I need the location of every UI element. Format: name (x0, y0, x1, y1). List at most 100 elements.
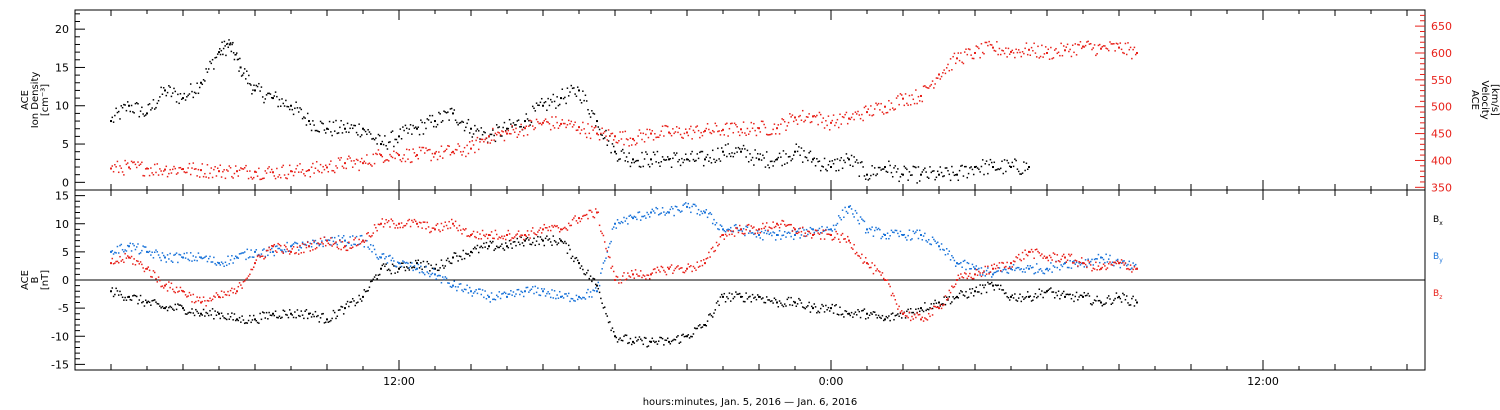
velocity-sample (529, 119, 531, 122)
bz-sample (723, 238, 726, 240)
bz-sample (305, 246, 308, 249)
velocity-sample (710, 132, 713, 135)
velocity-sample (252, 176, 255, 179)
by-sample (762, 238, 764, 241)
density-point (722, 150, 724, 153)
by-sample (870, 228, 872, 231)
by-point (344, 239, 346, 242)
bx-sample (983, 286, 985, 289)
bz-sample (774, 225, 777, 228)
bz-sample (243, 280, 246, 282)
by-sample (984, 275, 987, 277)
bx-point (956, 295, 958, 298)
density-sample (592, 112, 594, 115)
density-point (974, 166, 976, 169)
density-sample (789, 155, 791, 158)
by-sample (690, 211, 692, 214)
bx-sample (854, 311, 857, 313)
bz-sample (353, 238, 355, 241)
bx-sample (582, 268, 584, 271)
bz-sample (142, 267, 144, 269)
density-sample (215, 56, 218, 59)
bx-sample (1096, 295, 1098, 298)
bz-sample (269, 248, 272, 251)
bz-sample (1062, 253, 1065, 256)
bz-point (632, 273, 634, 276)
velocity-sample (543, 119, 546, 122)
bx-point (452, 256, 454, 259)
bz-sample (850, 247, 853, 249)
bx-sample (417, 259, 420, 262)
by-sample (427, 272, 430, 275)
density-sample (449, 108, 452, 110)
velocity-sample (400, 160, 403, 163)
bx-sample (844, 310, 846, 312)
by-sample (817, 229, 819, 232)
bx-sample (119, 290, 121, 293)
by-sample (659, 213, 661, 215)
density-sample (1015, 159, 1017, 162)
velocity-sample (403, 154, 405, 156)
bz-sample (168, 281, 170, 283)
bx-sample (828, 310, 831, 312)
by-sample (804, 235, 807, 238)
density-sample (513, 124, 516, 126)
velocity-sample (422, 146, 425, 149)
bz-sample (348, 241, 350, 244)
by-sample (204, 256, 206, 259)
bz-sample (119, 255, 121, 258)
density-sample (593, 113, 596, 115)
bz-sample (710, 247, 713, 250)
bz-sample (378, 223, 381, 226)
by-sample (834, 228, 836, 231)
bx-sample (954, 296, 957, 299)
by-sample (720, 225, 723, 228)
bz-sample (875, 270, 877, 272)
velocity-sample (576, 129, 579, 131)
bz-sample (1012, 260, 1015, 262)
velocity-sample (566, 124, 569, 126)
bx-sample (699, 324, 701, 326)
bz-point (866, 262, 868, 265)
bz-sample (813, 233, 816, 236)
by-sample (177, 261, 179, 264)
by-sample (224, 261, 227, 264)
velocity-sample (357, 159, 359, 162)
by-sample (796, 230, 799, 233)
by-sample (1020, 268, 1023, 270)
bz-sample (906, 315, 908, 317)
by-sample (718, 228, 720, 231)
density-sample (519, 126, 521, 128)
velocity-sample (598, 139, 601, 141)
velocity-sample (854, 111, 857, 113)
bz-sample (1113, 261, 1115, 264)
velocity-sample (954, 62, 957, 65)
velocity-point (1082, 45, 1084, 48)
bz-sample (548, 226, 551, 228)
density-sample (984, 163, 987, 165)
bz-sample (143, 270, 146, 273)
velocity-sample (317, 169, 319, 172)
density-sample (126, 101, 129, 103)
by-sample (170, 260, 173, 262)
bz-sample (756, 232, 759, 234)
velocity-sample (882, 113, 885, 115)
bx-sample (183, 309, 186, 311)
velocity-sample (691, 138, 693, 140)
by-sample (871, 226, 873, 228)
velocity-sample (1057, 51, 1060, 54)
bz-sample (1056, 254, 1059, 256)
density-point (452, 112, 454, 115)
bx-sample (376, 278, 378, 280)
velocity-sample (926, 87, 929, 89)
bz-sample (237, 285, 240, 288)
by-sample (693, 203, 696, 206)
density-sample (936, 170, 939, 173)
bz-sample (877, 270, 880, 272)
bx-point (470, 250, 472, 253)
by-sample (528, 291, 530, 293)
bz-sample (286, 248, 288, 250)
density-sample (225, 43, 228, 46)
velocity-sample (939, 78, 942, 80)
density-sample (240, 75, 243, 77)
